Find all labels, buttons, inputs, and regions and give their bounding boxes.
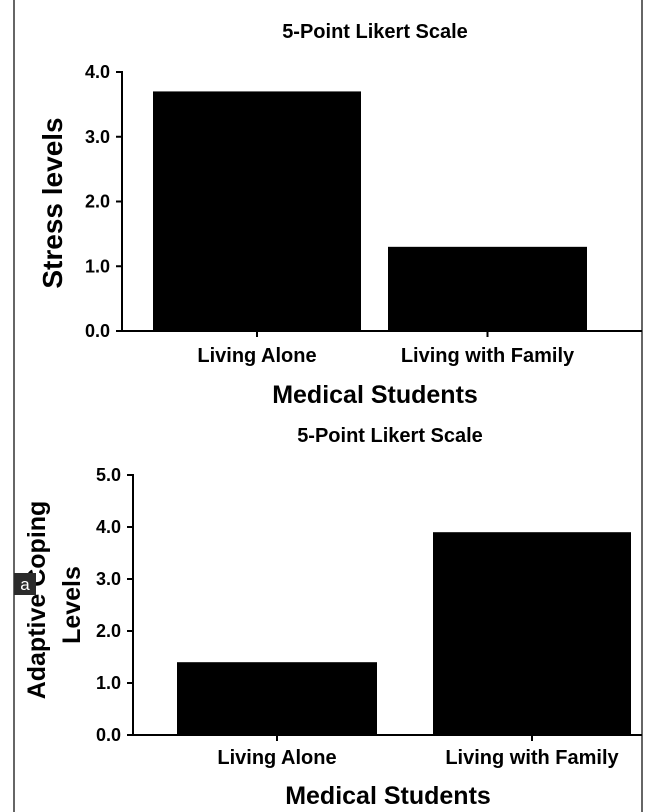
chart-title: 5-Point Likert Scale (297, 425, 483, 447)
bar-group (153, 91, 587, 331)
panel-label-badge: a (14, 573, 36, 595)
y-tick-label: 0.0 (85, 321, 110, 341)
x-axis-label: Medical Students (272, 381, 478, 409)
y-tick-label: 3.0 (96, 569, 121, 589)
y-axis-label-line-2: Levels (58, 566, 86, 644)
bar (153, 91, 361, 331)
panel-label-background (14, 573, 36, 595)
y-axis-ticks: 0.0 1.0 2.0 3.0 4.0 (85, 62, 122, 341)
x-tick-label: Living Alone (197, 345, 316, 367)
adaptive-coping-chart: 5-Point Likert Scale Adaptive Coping Lev… (23, 425, 642, 810)
bar (388, 246, 587, 331)
chart-title: 5-Point Likert Scale (282, 21, 468, 43)
y-tick-label: 0.0 (96, 725, 121, 745)
y-tick-label: 1.0 (85, 256, 110, 276)
y-tick-label: 3.0 (85, 127, 110, 147)
x-axis-categories: Living Alone Living with Family (217, 735, 620, 769)
stress-levels-chart: 5-Point Likert Scale Stress levels 0.0 1.… (37, 21, 642, 409)
y-tick-label: 4.0 (96, 517, 121, 537)
bar (177, 662, 377, 735)
x-tick-label: Living with Family (445, 747, 619, 769)
y-tick-label: 4.0 (85, 62, 110, 82)
y-axis-label: Stress levels (37, 117, 68, 288)
x-tick-label: Living Alone (217, 747, 336, 769)
y-tick-label: 1.0 (96, 673, 121, 693)
x-axis-label: Medical Students (285, 782, 491, 810)
panel-label: a (20, 575, 30, 594)
y-axis-label-line-1: Adaptive Coping (23, 501, 51, 700)
bar (433, 532, 631, 735)
x-tick-label: Living with Family (401, 345, 575, 367)
y-axis-ticks: 0.0 1.0 2.0 3.0 4.0 5.0 (96, 465, 133, 745)
y-tick-label: 2.0 (96, 621, 121, 641)
bar-group (177, 532, 631, 735)
y-tick-label: 2.0 (85, 192, 110, 212)
x-axis-categories: Living Alone Living with Family (197, 331, 575, 367)
y-tick-label: 5.0 (96, 465, 121, 485)
